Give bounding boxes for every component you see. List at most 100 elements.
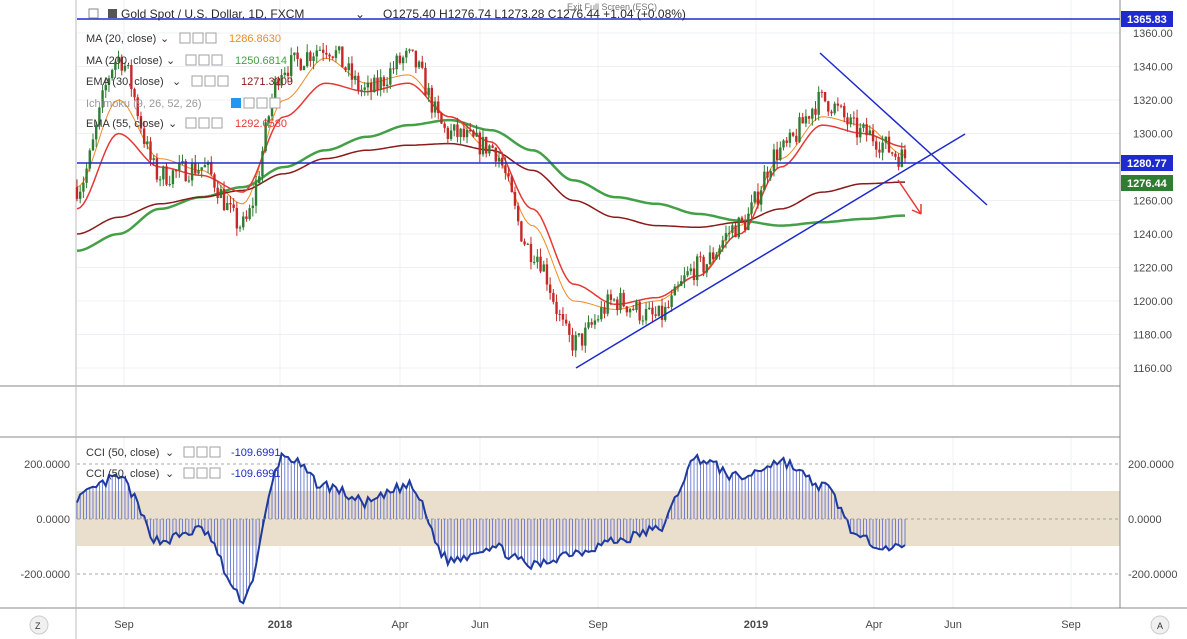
candle-body (443, 123, 446, 128)
candle-body (184, 161, 187, 182)
candle-body (795, 135, 798, 142)
eye-icon (191, 75, 203, 87)
candle-body (696, 256, 699, 281)
candle-body (229, 203, 232, 205)
candle-body (389, 68, 392, 85)
candle-body (395, 55, 398, 70)
cci-line (76, 451, 906, 605)
gear-icon (196, 467, 208, 479)
trendline-support[interactable] (575, 133, 966, 369)
price-tag-1280: 1280.77 (1121, 155, 1173, 171)
candle-body (433, 101, 437, 113)
candle-body (833, 103, 836, 114)
chevron-down-icon: ⌄ (165, 468, 174, 480)
symbol-title: Gold Spot / U.S. Dollar, 1D, FXCM (121, 7, 304, 21)
cci-legend: CCI (50, close) ⌄ -109.6991 CCI (50, clo… (86, 446, 281, 480)
candle-body (366, 82, 370, 88)
price-tick-label: 1160.00 (1133, 363, 1172, 375)
cci-tick-label: 0.0000 (1128, 514, 1162, 526)
candle-body (337, 46, 341, 51)
candle-body (603, 307, 606, 314)
candle-body (868, 130, 872, 136)
price-tag-1365: 1365.83 (1121, 11, 1173, 27)
candle-body (120, 56, 123, 71)
zoom-left-button[interactable]: Z (29, 615, 49, 635)
candle-body (756, 191, 760, 205)
candle-body (194, 162, 197, 174)
time-tick-label: Apr (865, 619, 882, 631)
candle-body (465, 130, 469, 138)
candle-body (427, 87, 430, 96)
legend-row-ma20[interactable]: MA (20, close) ⌄ 1286.8630 (86, 32, 281, 45)
price-axis[interactable]: 1160.00 1180.00 1200.00 1220.00 1240.00 1260.… (1133, 28, 1173, 375)
candle-body (855, 117, 859, 138)
legend-ma20-value: 1286.8630 (229, 33, 281, 45)
candle-body (318, 49, 322, 51)
candle-body (875, 141, 878, 150)
legend-row-ema55[interactable]: EMA (55, close) ⌄ 1292.0580 (86, 117, 287, 130)
cci-legend-row-1[interactable]: CCI (50, close) ⌄ -109.6991 (86, 446, 281, 459)
candle-body (117, 56, 120, 62)
candle-body (216, 187, 219, 198)
cci-tick-label: -200.0000 (1128, 569, 1178, 581)
candle-body (485, 136, 488, 154)
candle-body (865, 124, 868, 136)
candle-body (737, 217, 740, 238)
chart-header: Gold Spot / U.S. Dollar, 1D, FXCM ⌄ O127… (88, 2, 686, 21)
candle-body (791, 132, 795, 136)
candle-body (398, 55, 402, 64)
cci-legend-row-2[interactable]: CCI (50, close) ⌄ -109.6991 (86, 467, 281, 480)
candle-body (753, 191, 756, 203)
candle-body (200, 167, 203, 171)
legend-ema55-value: 1292.0580 (235, 118, 287, 130)
time-tick-label: Sep (114, 619, 134, 631)
candle-body (801, 117, 804, 124)
candle-body (136, 97, 139, 117)
candle-body (376, 77, 379, 90)
candle-body (88, 150, 91, 169)
candles (75, 43, 907, 358)
candle-body (619, 292, 622, 311)
candle-body (574, 335, 577, 351)
candle-body (94, 125, 98, 140)
hidden-eye-icon (231, 98, 241, 108)
close-icon (209, 446, 221, 458)
candle-body (584, 327, 587, 346)
candle-body (360, 89, 363, 91)
dropdown-chevron-icon[interactable]: ⌄ (355, 7, 365, 21)
gear-icon (198, 117, 210, 129)
legend-row-ema30[interactable]: EMA (30, close) ⌄ 1271.3209 (86, 75, 293, 88)
cci-value: -109.6991 (231, 468, 281, 480)
price-tag-1365-text: 1365.83 (1127, 14, 1167, 26)
candle-body (341, 46, 344, 68)
trendline-resistance[interactable] (819, 52, 988, 206)
candle-body (139, 116, 143, 129)
chevron-down-icon: ⌄ (166, 55, 175, 67)
collapse-icon[interactable] (88, 8, 99, 19)
eye-icon (185, 117, 197, 129)
svg-text:Z: Z (35, 621, 41, 631)
candle-body (660, 305, 664, 320)
close-icon (269, 97, 281, 109)
candle-body (453, 124, 456, 131)
candle-body (903, 149, 907, 159)
eye-icon (183, 446, 195, 458)
candle-body (536, 256, 539, 262)
legend-ema30-label: EMA (30, close) (86, 76, 164, 88)
candle-body (299, 59, 302, 71)
candle-body (705, 264, 708, 273)
candle-body (369, 82, 373, 93)
candle-body (600, 307, 603, 320)
candle-body (811, 108, 814, 119)
time-axis[interactable]: Sep 2018 Apr Jun Sep 2019 Apr Jun Sep (114, 619, 1081, 631)
candle-body (590, 322, 593, 325)
legend-row-ichimoku[interactable]: Ichimoku (9, 26, 52, 26) (86, 97, 281, 110)
exit-fullscreen-hint: Exit Full Screen (ESC) (567, 2, 657, 12)
candle-body (507, 173, 510, 177)
candle-body (491, 145, 494, 148)
auto-scale-button[interactable]: A (1150, 615, 1170, 635)
cci-axis[interactable]: -200.0000 -200.0000 0.0000 0.0000 200.0000 20… (20, 459, 1177, 581)
legend-row-ma200[interactable]: MA (200, close) ⌄ 1250.6814 (86, 54, 287, 67)
